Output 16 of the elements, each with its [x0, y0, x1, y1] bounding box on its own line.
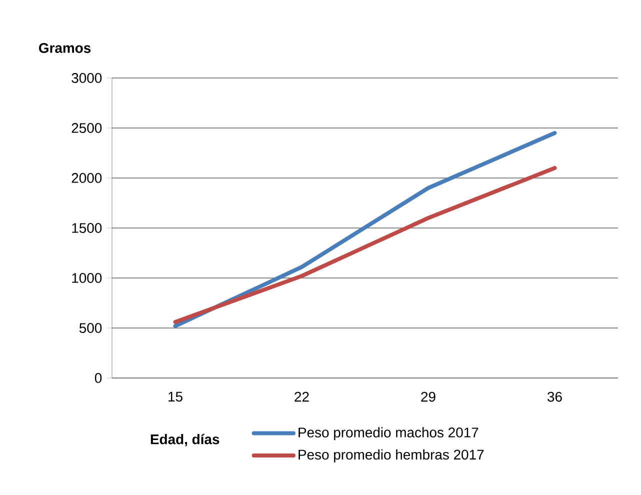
y-tick-label: 3000	[72, 73, 102, 83]
x-tick-label: 36	[548, 392, 562, 402]
y-tick-label: 1500	[72, 223, 102, 233]
y-tick-label: 2000	[72, 173, 102, 183]
y-tick-label: 2500	[72, 123, 102, 133]
x-tick-label: 15	[168, 392, 182, 402]
line-series	[173, 166, 557, 324]
legend-label: Peso promedio machos 2017	[298, 427, 478, 440]
y-axis-title: Gramos	[38, 43, 91, 53]
y-tick-label: 0	[94, 373, 102, 383]
y-tick-label: 500	[79, 323, 102, 333]
x-axis-title: Edad, días	[150, 434, 220, 446]
legend-label: Peso promedio hembras 2017	[298, 449, 484, 462]
y-tick-label: 1000	[72, 273, 102, 283]
x-tick-label: 22	[294, 392, 309, 402]
x-tick-label: 29	[421, 392, 436, 402]
